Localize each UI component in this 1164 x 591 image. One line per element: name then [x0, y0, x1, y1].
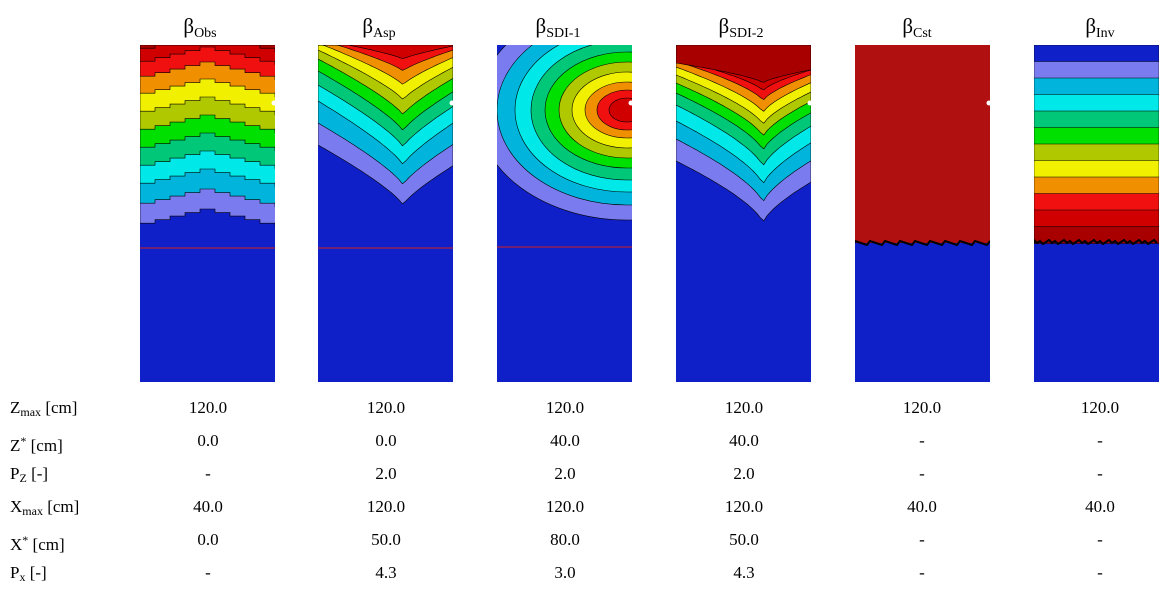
panel-title-obs: βObs — [183, 14, 217, 41]
inv-contour-band — [1034, 160, 1159, 178]
marker-dot — [271, 100, 275, 106]
row-label: Px [-] — [10, 563, 47, 584]
table-cell: 120.0 — [188, 398, 228, 417]
sdi1-contour-band — [608, 97, 632, 123]
table-cell: - — [205, 563, 211, 582]
table-cell: 3.0 — [554, 563, 576, 582]
table-cell: 4.3 — [733, 563, 755, 582]
contour-plot-cst — [855, 45, 990, 382]
contour-plot-sdi2 — [676, 45, 811, 382]
row-label: Xmax [cm] — [10, 497, 80, 518]
table-cell: - — [1097, 563, 1103, 582]
row-label: Zmax [cm] — [10, 398, 78, 419]
row-label: Z* [cm] — [10, 434, 63, 455]
contour-plot-asp — [318, 45, 453, 382]
marker-dot — [807, 100, 811, 106]
inv-contour-band — [1034, 176, 1159, 195]
marker-dot — [628, 100, 632, 106]
table-cell: 120.0 — [366, 497, 406, 516]
table-cell: 2.0 — [733, 464, 755, 483]
panel-title-sdi2: βSDI-2 — [718, 14, 764, 41]
inv-contour-band — [1034, 45, 1159, 63]
table-cell: 120.0 — [1080, 398, 1120, 417]
contour-plot-sdi1 — [497, 45, 632, 382]
table-cell: 40.0 — [550, 431, 580, 450]
inv-contour-band — [1034, 61, 1159, 79]
inv-contour-band — [1034, 77, 1159, 96]
table-cell: 0.0 — [197, 530, 219, 549]
inv-boundary — [1034, 238, 1158, 246]
table-cell: 40.0 — [1085, 497, 1115, 516]
table-cell: 120.0 — [724, 497, 764, 516]
obs-contour-band — [140, 45, 275, 53]
table-cell: - — [919, 464, 925, 483]
table-cell: - — [919, 563, 925, 582]
table-cell: 50.0 — [371, 530, 401, 549]
cst-upper-region — [855, 45, 990, 243]
table-cell: 2.0 — [375, 464, 397, 483]
table-cell: - — [919, 431, 925, 450]
marker-dot — [986, 100, 990, 106]
table-cell: 120.0 — [902, 398, 942, 417]
table-cell: - — [205, 464, 211, 483]
table-cell: 120.0 — [366, 398, 406, 417]
sdi2-contour-band — [676, 45, 811, 83]
inv-contour-band — [1034, 209, 1159, 228]
asp-contour-band — [318, 45, 453, 59]
inv-contour-band — [1034, 94, 1159, 112]
table-cell: - — [1097, 431, 1103, 450]
table-cell: 40.0 — [193, 497, 223, 516]
obs-contour-band — [140, 45, 275, 66]
table-cell: 2.0 — [554, 464, 576, 483]
sdi1-lower-region — [497, 248, 632, 382]
table-cell: 40.0 — [729, 431, 759, 450]
panel-title-inv: βInv — [1085, 14, 1115, 41]
contour-plot-obs — [140, 45, 275, 382]
table-cell: 80.0 — [550, 530, 580, 549]
panel-title-sdi1: βSDI-1 — [535, 14, 581, 41]
cst-boundary — [855, 239, 990, 247]
table-cell: 40.0 — [907, 497, 937, 516]
inv-contour-band — [1034, 143, 1159, 162]
table-cell: 4.3 — [375, 563, 397, 582]
panel-title-cst: βCst — [902, 14, 932, 41]
table-cell: 0.0 — [197, 431, 219, 450]
contour-plot-inv — [1034, 45, 1159, 382]
table-cell: 0.0 — [375, 431, 397, 450]
inv-contour-band — [1034, 110, 1159, 129]
marker-dot — [449, 100, 453, 106]
table-cell: 120.0 — [724, 398, 764, 417]
inv-contour-band — [1034, 127, 1159, 145]
panel-title-asp: βAsp — [362, 14, 396, 41]
table-cell: 120.0 — [545, 398, 585, 417]
row-label: X* [cm] — [10, 533, 65, 554]
inv-contour-band — [1034, 193, 1159, 211]
table-cell: - — [1097, 530, 1103, 549]
table-cell: 120.0 — [545, 497, 585, 516]
table-cell: - — [1097, 464, 1103, 483]
row-label: PZ [-] — [10, 464, 49, 485]
table-cell: 50.0 — [729, 530, 759, 549]
table-cell: - — [919, 530, 925, 549]
